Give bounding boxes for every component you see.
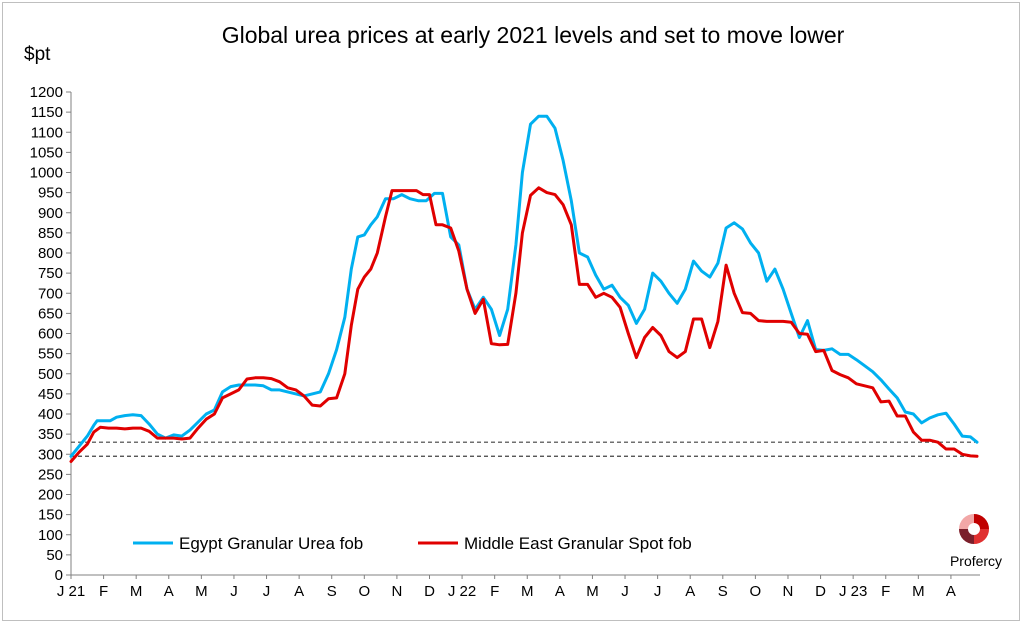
y-tick-label: 150 — [38, 507, 63, 524]
legend-label: Egypt Granular Urea fob — [179, 534, 363, 553]
x-tick-label: J 22 — [448, 583, 476, 600]
x-tick-label: O — [750, 583, 762, 600]
x-tick-label: M — [195, 583, 208, 600]
y-tick-label: 1050 — [30, 144, 63, 161]
x-tick-label: M — [586, 583, 599, 600]
x-tick-label: M — [912, 583, 925, 600]
x-tick-label: A — [555, 583, 565, 600]
y-tick-label: 950 — [38, 185, 63, 202]
x-tick-label: A — [164, 583, 174, 600]
y-tick-label: 650 — [38, 305, 63, 322]
y-tick-label: 250 — [38, 466, 63, 483]
x-tick-label: A — [294, 583, 304, 600]
x-tick-label: A — [946, 583, 956, 600]
y-tick-label: 900 — [38, 205, 63, 222]
y-tick-label: 800 — [38, 245, 63, 262]
profercy-logo-icon — [959, 514, 989, 544]
y-tick-label: 450 — [38, 386, 63, 403]
x-tick-label: J 21 — [57, 583, 85, 600]
x-tick-label: J — [230, 583, 238, 600]
x-tick-label: N — [391, 583, 402, 600]
x-tick-label: O — [358, 583, 370, 600]
y-tick-label: 300 — [38, 446, 63, 463]
x-tick-label: D — [424, 583, 435, 600]
x-tick-label: S — [718, 583, 728, 600]
y-tick-label: 1100 — [31, 124, 63, 141]
y-tick-label: 550 — [38, 346, 63, 363]
y-tick-label: 200 — [38, 487, 63, 504]
brand-name: Profercy — [949, 553, 1003, 569]
x-axis: J 21 F M A M J J A S O N D J 22 F M A M J J A S O N D J 23 F M A — [57, 574, 980, 600]
y-tick-label: 1150 — [31, 104, 63, 121]
x-tick-label: J — [263, 583, 271, 600]
y-tick-label: 400 — [38, 406, 63, 423]
x-tick-label: J — [621, 583, 629, 600]
x-tick-label: M — [130, 583, 143, 600]
reference-lines — [71, 441, 975, 457]
legend: Egypt Granular Urea fob Middle East Granu… — [133, 534, 692, 553]
y-tick-label: 750 — [38, 265, 63, 282]
series-line-middle-east-granular-spot — [69, 186, 979, 463]
x-tick-label: F — [881, 583, 890, 600]
y-axis-unit-label: $pt — [24, 44, 51, 65]
y-tick-label: 700 — [38, 285, 63, 302]
x-tick-label: D — [815, 583, 826, 600]
x-tick-label: N — [783, 583, 794, 600]
series-lines — [69, 114, 979, 463]
legend-label: Middle East Granular Spot fob — [464, 534, 692, 553]
y-tick-label: 500 — [38, 366, 63, 383]
y-tick-label: 1200 — [30, 84, 63, 101]
y-tick-label: 0 — [55, 567, 63, 584]
x-tick-label: M — [521, 583, 534, 600]
y-tick-label: 1000 — [30, 165, 63, 182]
y-tick-label: 850 — [38, 225, 63, 242]
y-axis: 0 50 100 150 200 250 300 350 400 450 500 550 600 650 7… — [30, 84, 72, 584]
chart-title: Global urea prices at early 2021 levels … — [221, 22, 845, 48]
y-tick-label: 50 — [46, 547, 63, 564]
x-tick-label: J — [654, 583, 662, 600]
series-line-egypt-granular-urea — [69, 114, 979, 458]
y-tick-label: 100 — [38, 527, 63, 544]
x-tick-label: A — [685, 583, 695, 600]
x-tick-label: F — [490, 583, 499, 600]
y-tick-label: 600 — [38, 326, 63, 343]
x-tick-label: J 23 — [839, 583, 867, 600]
x-tick-label: F — [99, 583, 108, 600]
x-tick-label: S — [327, 583, 337, 600]
y-tick-label: 350 — [38, 426, 63, 443]
